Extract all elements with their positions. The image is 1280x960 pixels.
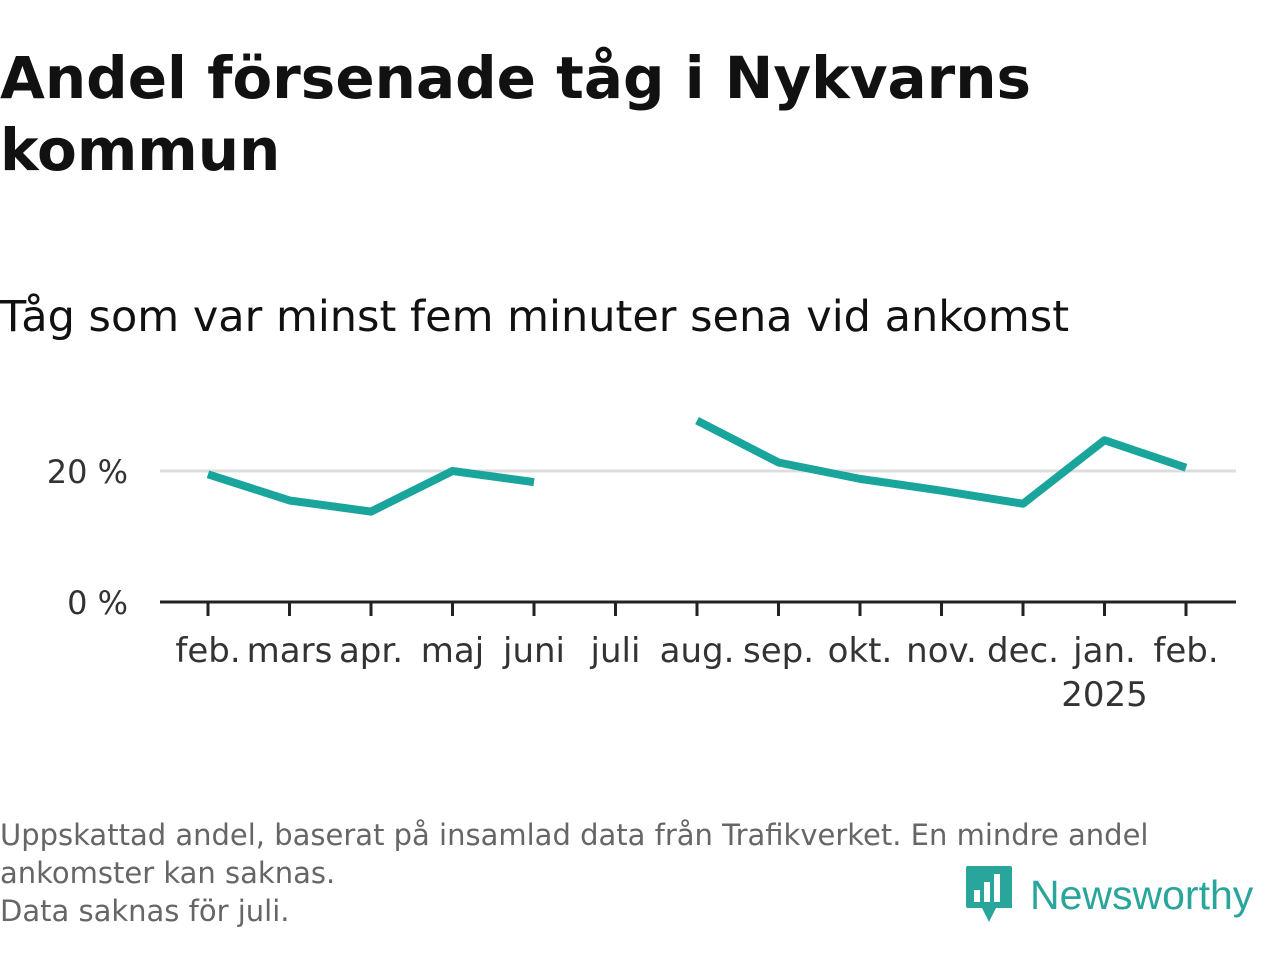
x-tick-label: aug. [660, 631, 735, 671]
x-tick-label: feb. [175, 631, 240, 671]
footnote-source: Uppskattad andel, baserat på insamlad da… [0, 818, 1149, 890]
x-tick-label: sep. [743, 631, 814, 671]
newsworthy-logo-icon [966, 866, 1012, 922]
x-tick-label: mars [247, 631, 333, 671]
x-tick-label: maj [421, 631, 484, 671]
brand-name: Newsworthy [1030, 871, 1254, 918]
x-tick-label: apr. [339, 631, 403, 671]
series-line-segment [695, 417, 1188, 508]
x-tick-label: feb. [1153, 631, 1218, 671]
label-layer: 0 %20 %feb. mars apr. maj juni juli aug. sep. ok… [47, 453, 1219, 715]
series-line-segment [206, 467, 535, 516]
x-tick-label: nov. [906, 631, 977, 671]
y-tick-label: 20 % [47, 453, 128, 491]
series-layer [206, 417, 1188, 516]
chart-title: Andel försenade tåg i Nykvarns kommun [0, 44, 1032, 184]
x-tick-label: jan. [1072, 631, 1136, 671]
chart-subtitle: Tåg som var minst fem minuter sena vid a… [0, 292, 1070, 342]
x-tick-label: juni [502, 631, 565, 671]
x-tick-label: juli [590, 631, 641, 671]
footnote-missing-data: Data saknas för juli. [0, 894, 290, 928]
x-tick-label: dec. [987, 631, 1059, 671]
brand-logo: Newsworthy [964, 864, 1253, 926]
x-tick-label: okt. [828, 631, 893, 671]
axis-layer [160, 600, 1236, 616]
y-tick-label: 0 % [67, 584, 128, 622]
footnote: Uppskattad andel, baserat på insamlad da… [0, 816, 1270, 930]
x-year-label: 2025 [1061, 675, 1148, 715]
